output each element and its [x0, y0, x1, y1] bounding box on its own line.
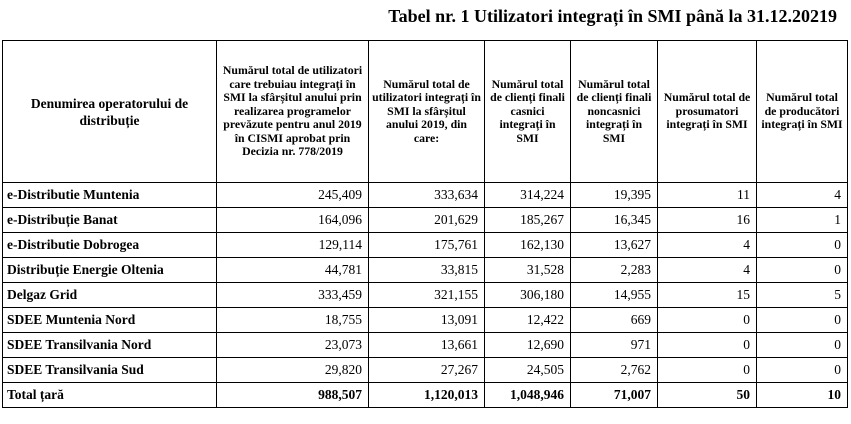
required-users-cell: 23,073 — [216, 332, 369, 358]
household-clients-cell: 31,528 — [484, 257, 571, 283]
household-clients-cell: 306,180 — [484, 282, 571, 308]
integrated-users-cell: 33,815 — [368, 257, 485, 283]
header-row: Denumirea operatorului de distribuție Nu… — [2, 40, 848, 183]
required-users-cell: 333,459 — [216, 282, 369, 308]
integrated-users-cell: 13,661 — [368, 332, 485, 358]
total-producers-cell: 10 — [756, 382, 848, 408]
column-header-producers: Numărul total de producători integrați î… — [756, 40, 848, 183]
operator-name-cell: Delgaz Grid — [2, 282, 217, 308]
column-header-household-clients: Numărul total de clienți finali casnici … — [484, 40, 571, 183]
household-clients-cell: 24,505 — [484, 357, 571, 383]
operator-name-cell: e-Distributie Dobrogea — [2, 232, 217, 258]
prosumers-cell: 0 — [657, 307, 757, 333]
household-clients-cell: 162,130 — [484, 232, 571, 258]
operator-name-cell: SDEE Transilvania Sud — [2, 357, 217, 383]
non-household-clients-cell: 13,627 — [570, 232, 658, 258]
prosumers-cell: 15 — [657, 282, 757, 308]
producers-cell: 0 — [756, 307, 848, 333]
household-clients-cell: 314,224 — [484, 182, 571, 208]
prosumers-cell: 4 — [657, 257, 757, 283]
required-users-cell: 245,409 — [216, 182, 369, 208]
table-row: Delgaz Grid 333,459 321,155 306,180 14,9… — [2, 282, 848, 308]
prosumers-cell: 0 — [657, 332, 757, 358]
table-title: Tabel nr. 1 Utilizatori integrați în SMI… — [388, 6, 837, 26]
table-row: e-Distributie Muntenia 245,409 333,634 3… — [2, 182, 848, 208]
operator-name-cell: e-Distribuție Banat — [2, 207, 217, 233]
table-row: Distribuție Energie Oltenia 44,781 33,81… — [2, 257, 848, 283]
non-household-clients-cell: 19,395 — [570, 182, 658, 208]
required-users-cell: 44,781 — [216, 257, 369, 283]
total-non-household-clients-cell: 71,007 — [570, 382, 658, 408]
operator-name-cell: Distribuție Energie Oltenia — [2, 257, 217, 283]
prosumers-cell: 4 — [657, 232, 757, 258]
total-prosumers-cell: 50 — [657, 382, 757, 408]
prosumers-cell: 0 — [657, 357, 757, 383]
total-required-users-cell: 988,507 — [216, 382, 369, 408]
required-users-cell: 164,096 — [216, 207, 369, 233]
household-clients-cell: 12,422 — [484, 307, 571, 333]
non-household-clients-cell: 2,283 — [570, 257, 658, 283]
non-household-clients-cell: 14,955 — [570, 282, 658, 308]
column-header-non-household-clients: Numărul total de clienți finali noncasni… — [570, 40, 658, 183]
integrated-users-cell: 321,155 — [368, 282, 485, 308]
non-household-clients-cell: 669 — [570, 307, 658, 333]
integrated-users-cell: 333,634 — [368, 182, 485, 208]
required-users-cell: 29,820 — [216, 357, 369, 383]
column-header-required-users: Numărul total de utilizatori care trebui… — [216, 40, 369, 183]
operator-name-cell: e-Distributie Muntenia — [2, 182, 217, 208]
non-household-clients-cell: 16,345 — [570, 207, 658, 233]
household-clients-cell: 12,690 — [484, 332, 571, 358]
required-users-cell: 18,755 — [216, 307, 369, 333]
producers-cell: 0 — [756, 357, 848, 383]
table-row: e-Distribuție Banat 164,096 201,629 185,… — [2, 207, 848, 233]
total-row: Total țară 988,507 1,120,013 1,048,946 7… — [2, 382, 848, 408]
producers-cell: 4 — [756, 182, 848, 208]
non-household-clients-cell: 2,762 — [570, 357, 658, 383]
integrated-users-cell: 201,629 — [368, 207, 485, 233]
integration-table: Denumirea operatorului de distribuție Nu… — [2, 40, 848, 408]
non-household-clients-cell: 971 — [570, 332, 658, 358]
table-row: SDEE Transilvania Nord 23,073 13,661 12,… — [2, 332, 848, 358]
integrated-users-cell: 13,091 — [368, 307, 485, 333]
household-clients-cell: 185,267 — [484, 207, 571, 233]
total-household-clients-cell: 1,048,946 — [484, 382, 571, 408]
prosumers-cell: 11 — [657, 182, 757, 208]
column-header-integrated-users: Numărul total de utilizatori integrați î… — [368, 40, 485, 183]
required-users-cell: 129,114 — [216, 232, 369, 258]
producers-cell: 5 — [756, 282, 848, 308]
operator-name-cell: SDEE Transilvania Nord — [2, 332, 217, 358]
table-row: SDEE Muntenia Nord 18,755 13,091 12,422 … — [2, 307, 848, 333]
operator-name-cell: SDEE Muntenia Nord — [2, 307, 217, 333]
prosumers-cell: 16 — [657, 207, 757, 233]
table-row: e-Distributie Dobrogea 129,114 175,761 1… — [2, 232, 848, 258]
table-row: SDEE Transilvania Sud 29,820 27,267 24,5… — [2, 357, 848, 383]
producers-cell: 0 — [756, 332, 848, 358]
producers-cell: 0 — [756, 232, 848, 258]
producers-cell: 0 — [756, 257, 848, 283]
integrated-users-cell: 175,761 — [368, 232, 485, 258]
total-label-cell: Total țară — [2, 382, 217, 408]
total-integrated-users-cell: 1,120,013 — [368, 382, 485, 408]
integrated-users-cell: 27,267 — [368, 357, 485, 383]
producers-cell: 1 — [756, 207, 848, 233]
column-header-prosumers: Numărul total de prosumatori integrați î… — [657, 40, 757, 183]
column-header-operator: Denumirea operatorului de distribuție — [2, 40, 217, 183]
